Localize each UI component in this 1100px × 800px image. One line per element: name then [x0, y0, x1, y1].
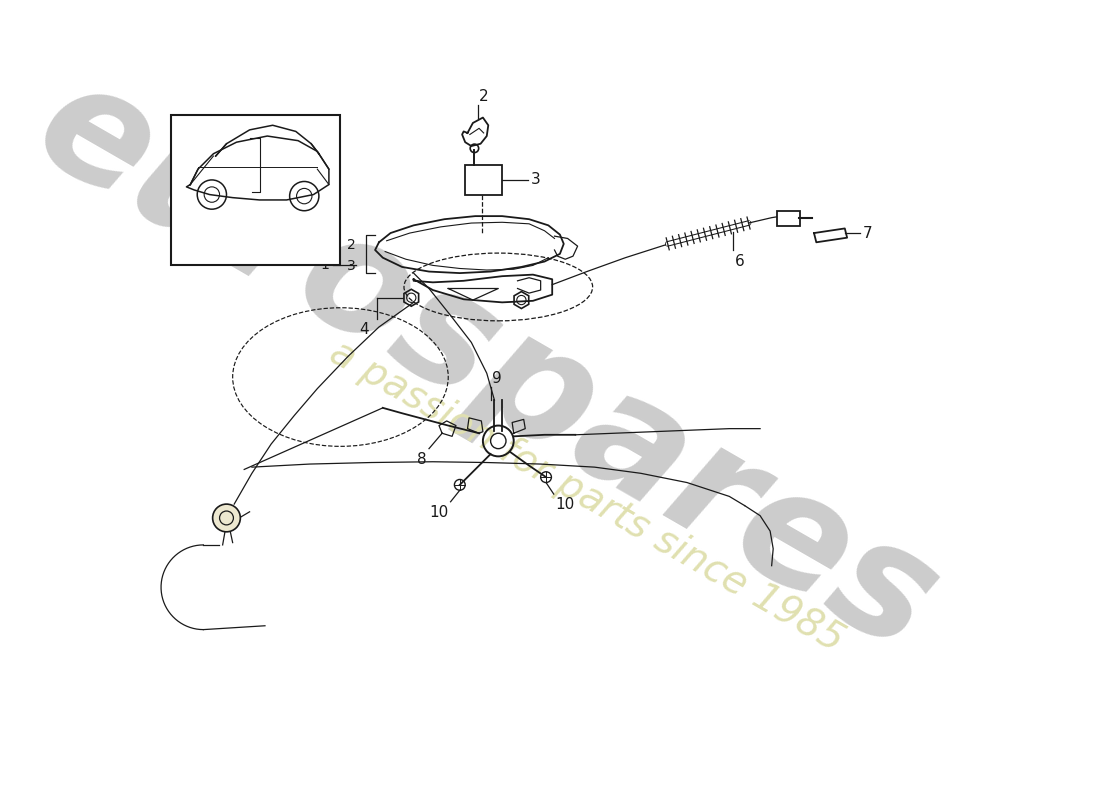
Text: 7: 7	[862, 226, 872, 241]
Text: 8: 8	[417, 452, 427, 466]
FancyBboxPatch shape	[172, 115, 341, 266]
Text: 9: 9	[492, 370, 502, 386]
FancyBboxPatch shape	[465, 166, 502, 194]
Text: 3: 3	[530, 173, 540, 187]
Text: 1: 1	[320, 258, 329, 273]
Text: 2: 2	[348, 238, 356, 253]
Circle shape	[212, 504, 241, 532]
Text: 2: 2	[480, 89, 488, 104]
Text: a passion for parts since 1985: a passion for parts since 1985	[323, 333, 850, 660]
Text: 3: 3	[348, 259, 356, 274]
Text: eurospares: eurospares	[11, 46, 962, 685]
Text: 10: 10	[556, 497, 574, 512]
Text: 10: 10	[430, 505, 449, 520]
Text: 4: 4	[360, 322, 368, 338]
FancyBboxPatch shape	[777, 210, 800, 226]
Text: 6: 6	[735, 254, 745, 269]
